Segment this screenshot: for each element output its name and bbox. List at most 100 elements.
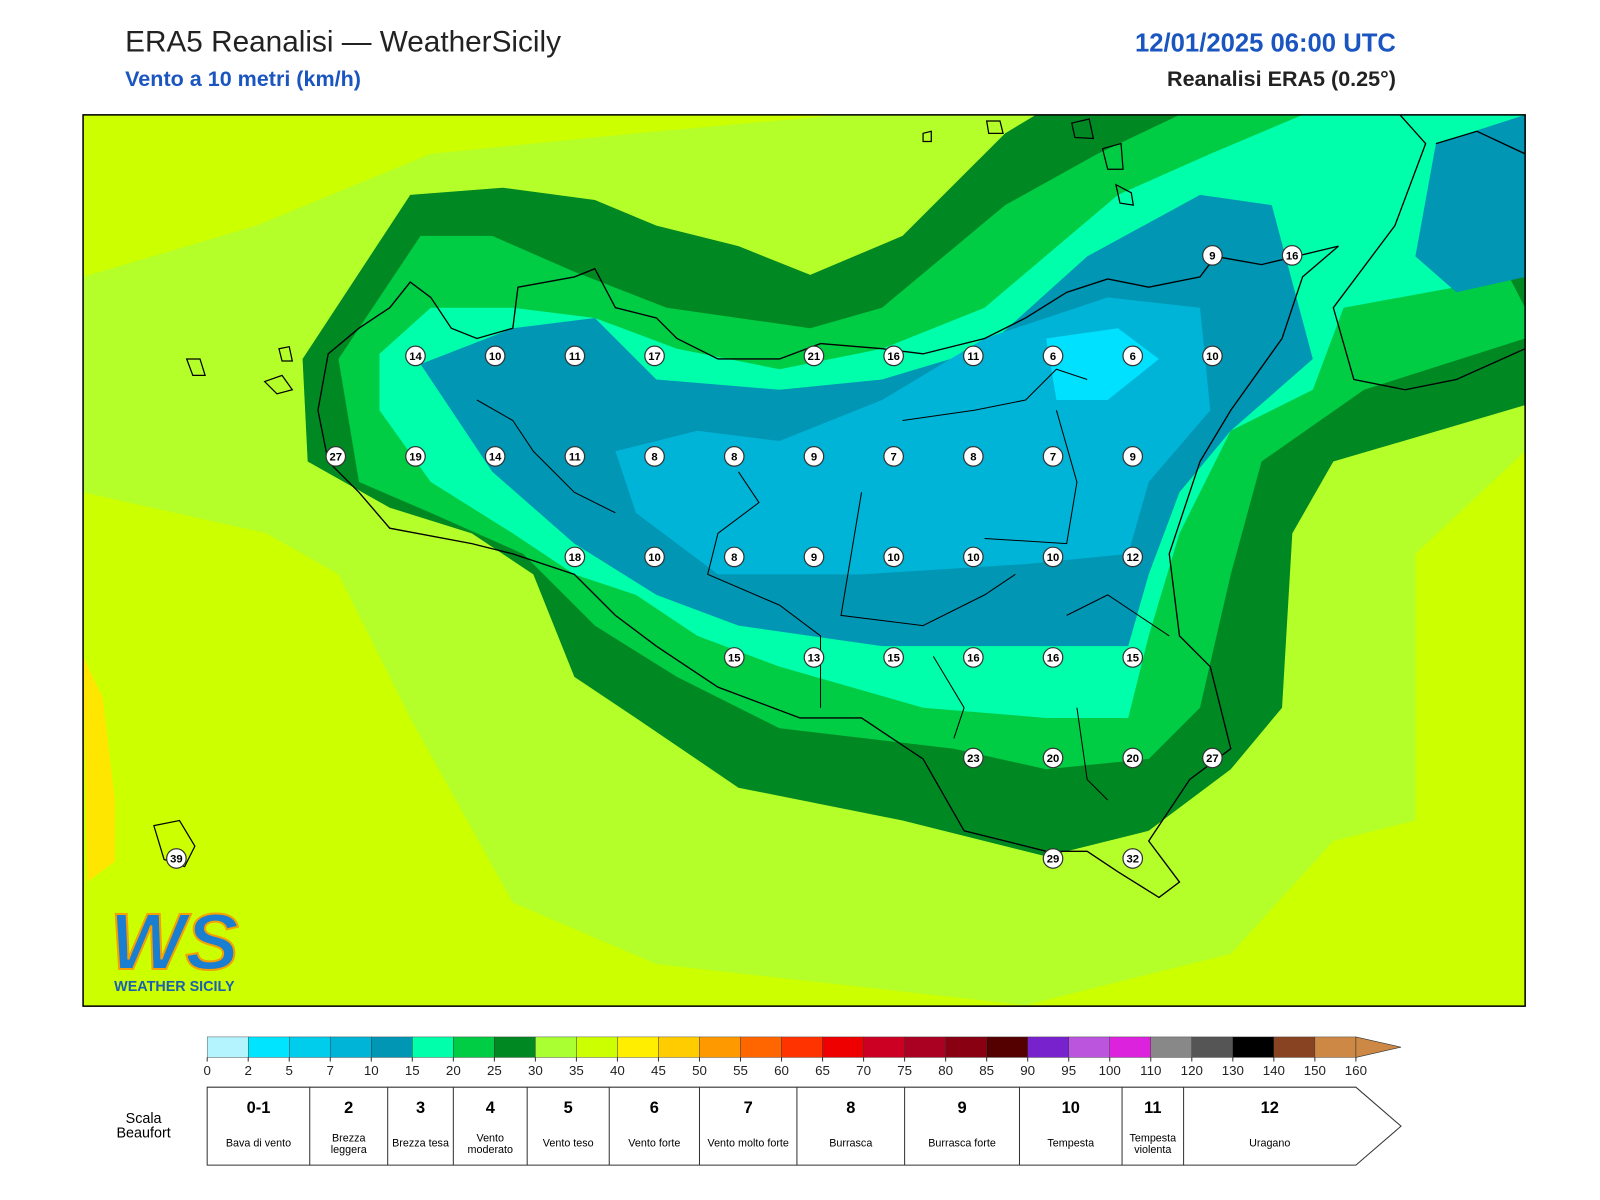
- colorbar-segment: [658, 1036, 700, 1058]
- station-value: 29: [1047, 854, 1060, 866]
- colorbar-tick-label: 25: [487, 1063, 502, 1078]
- station-marker: [564, 446, 586, 467]
- beaufort-title: Scala Beaufort: [116, 1109, 171, 1141]
- colorbar-tick-label: 120: [1181, 1063, 1203, 1078]
- colorbar-tick-label: 50: [692, 1063, 707, 1078]
- station-marker: [644, 546, 665, 568]
- colorbar-segment: [1191, 1036, 1234, 1058]
- beaufort-name: Vento molto forte: [707, 1137, 789, 1150]
- station-value: 16: [1047, 653, 1060, 665]
- station-value: 27: [330, 452, 343, 464]
- station-marker: [962, 446, 984, 467]
- station-marker: [1122, 546, 1144, 568]
- colorbar-extend: [1355, 1036, 1402, 1058]
- station-value: 15: [887, 653, 900, 665]
- station-value: 9: [811, 452, 817, 464]
- station-marker: [1042, 747, 1064, 769]
- colorbar-tick-label: 30: [528, 1063, 543, 1078]
- colorbar-segment: [617, 1036, 659, 1058]
- station-value: 10: [1206, 351, 1219, 363]
- colorbar-segment: [1314, 1036, 1357, 1058]
- beaufort-name: Tempesta: [1047, 1137, 1095, 1150]
- colorbar-segment: [412, 1036, 454, 1058]
- colorbar-segment: [1109, 1036, 1151, 1058]
- station-value: 10: [1047, 552, 1060, 564]
- station-marker: [723, 446, 745, 467]
- station-value: 16: [1286, 250, 1299, 262]
- colorbar-tick-label: 150: [1304, 1063, 1326, 1078]
- station-marker: [1122, 345, 1144, 367]
- station-marker: [564, 345, 586, 367]
- station-value: 10: [887, 552, 900, 564]
- station-marker: [1042, 446, 1064, 467]
- station-value: 23: [967, 753, 980, 765]
- beaufort-name: Bava di vento: [225, 1137, 292, 1150]
- station-value: 20: [1126, 753, 1139, 765]
- colorbar-tick-label: 65: [815, 1063, 830, 1078]
- station-marker: [484, 446, 506, 467]
- station-value: 9: [1130, 452, 1136, 464]
- station-value: 11: [569, 452, 581, 464]
- beaufort-force: 4: [485, 1099, 495, 1117]
- colorbar-tick-label: 15: [405, 1063, 420, 1078]
- beaufort-name: Vento moderato: [467, 1132, 513, 1156]
- station-marker: [883, 647, 904, 668]
- beaufort-name: Burrasca forte: [928, 1137, 996, 1150]
- station-value: 13: [808, 653, 821, 665]
- colorbar-segment: [330, 1036, 372, 1058]
- station-value: 9: [1209, 250, 1215, 262]
- beaufort-name: Brezza leggera: [330, 1132, 367, 1156]
- station-marker: [644, 345, 665, 367]
- station-marker: [405, 446, 426, 467]
- station-value: 18: [569, 552, 582, 564]
- map-frame: [82, 114, 1526, 1007]
- contour-40-45: [83, 656, 115, 883]
- logo-text: WEATHER SICILY: [114, 979, 235, 995]
- wind-field: [83, 114, 1526, 1007]
- beaufort-force: 11: [1144, 1099, 1162, 1117]
- station-value: 10: [967, 552, 980, 564]
- colorbar-segment: [781, 1036, 823, 1058]
- beaufort-force: 6: [649, 1099, 659, 1117]
- colorbar-segment: [945, 1036, 987, 1058]
- colorbar-tick-label: 40: [610, 1063, 625, 1078]
- station-value: 14: [409, 351, 422, 363]
- station-marker: [1042, 848, 1064, 869]
- station-value: 19: [409, 452, 422, 464]
- beaufort-name: Burrasca: [829, 1137, 873, 1150]
- station-marker: [803, 546, 825, 568]
- beaufort-force: 12: [1260, 1099, 1279, 1117]
- colorbar-tick-label: 10: [364, 1063, 379, 1078]
- colorbar-segment: [1068, 1036, 1110, 1058]
- colorbar-segment: [247, 1036, 290, 1058]
- station-marker: [1202, 245, 1223, 266]
- station-marker: [883, 446, 904, 467]
- colorbar-tick-label: 130: [1222, 1063, 1244, 1078]
- station-marker: [644, 446, 665, 467]
- station-value: 32: [1126, 854, 1139, 866]
- colorbar-segment: [863, 1036, 905, 1058]
- beaufort-name: Tempesta violenta: [1129, 1132, 1177, 1156]
- station-marker: [883, 546, 904, 568]
- contour-10-15: [1415, 114, 1526, 293]
- colorbar-tick-label: 20: [446, 1063, 461, 1078]
- station-marker: [1281, 245, 1303, 266]
- station-marker: [1202, 747, 1223, 769]
- coastline-calabria: [1332, 114, 1526, 391]
- colorbar-tick-label: 7: [327, 1063, 334, 1078]
- station-value: 20: [1047, 753, 1060, 765]
- station-marker: [1122, 647, 1144, 668]
- subtitle: Vento a 10 metri (km/h): [125, 67, 361, 92]
- colorbar-segment: [740, 1036, 782, 1058]
- colorbar-tick-label: 2: [244, 1063, 251, 1078]
- logo-mark: WS: [110, 897, 239, 986]
- station-marker: [564, 546, 586, 568]
- station-value: 9: [811, 552, 817, 564]
- beaufort-scale: [206, 1086, 1402, 1166]
- station-marker: [166, 848, 187, 869]
- station-marker: [1042, 345, 1064, 367]
- station-value: 14: [489, 452, 502, 464]
- station-value: 8: [731, 452, 737, 464]
- colorbar-tick-label: 5: [286, 1063, 293, 1078]
